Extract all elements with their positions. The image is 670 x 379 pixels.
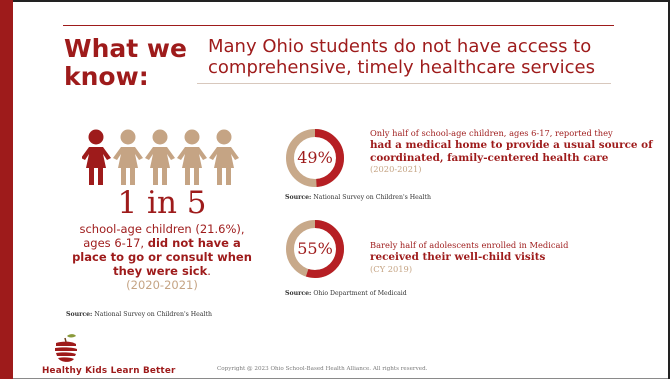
donut-chart-well-child: 55% (285, 219, 345, 279)
footer-tagline: Healthy Kids Learn Better (42, 366, 176, 376)
person-icon (177, 129, 207, 185)
left-accent-bar (0, 0, 13, 379)
big-stat-desc-bold: did not have a place to go or consult wh… (72, 236, 252, 278)
donut-arc (286, 129, 344, 187)
person-icon (209, 129, 239, 185)
donut-percent-label: 49% (297, 148, 333, 167)
donut-ring (286, 220, 344, 278)
donut-chart-medical-home: 49% (285, 128, 345, 188)
big-stat-desc-end: . (207, 264, 211, 278)
slide-top-edge (0, 0, 670, 2)
stat-emphasis: had a medical home to provide a usual so… (370, 139, 653, 164)
big-stat-figure: 1 in 5 (117, 185, 207, 221)
stat-emphasis: received their well-child visits (370, 251, 546, 263)
person-icon (113, 129, 143, 185)
person-icon (82, 129, 111, 185)
header-divider (197, 83, 611, 84)
donut-ring (286, 129, 344, 187)
stat-years: (2020-2021) (370, 164, 422, 174)
big-stat-description: school-age children (21.6%), ages 6-17, … (66, 222, 258, 292)
source-text: National Survey on Children's Health (313, 194, 431, 201)
headline-subtitle: Many Ohio students do not have access to… (208, 36, 595, 78)
apple-logo-icon (55, 334, 77, 362)
stat-lead: Barely half of adolescents enrolled in M… (370, 240, 569, 250)
source-label: Source: (285, 194, 312, 201)
left-source-text: National Survey on Children's Health (94, 311, 212, 318)
person-icon (145, 129, 175, 185)
donut-percent-label: 55% (297, 239, 333, 258)
source-medical-home: Source: National Survey on Children's He… (285, 194, 431, 201)
footer-copyright: Copyright @ 2023 Ohio School-Based Healt… (217, 366, 428, 372)
source-text: Ohio Department of Medicaid (313, 290, 407, 297)
header-top-rule (63, 25, 614, 26)
source-label: Source: (285, 290, 312, 297)
people-icons (82, 129, 239, 185)
donut-arc (286, 220, 344, 278)
slide-right-edge (668, 0, 670, 379)
stat-lead: Only half of school-age children, ages 6… (370, 128, 613, 138)
stat-text-well-child: Barely half of adolescents enrolled in M… (370, 240, 620, 275)
stat-years: (CY 2019) (370, 263, 413, 274)
left-source: Source: National Survey on Children's He… (66, 311, 212, 318)
big-stat-years: (2020-2021) (126, 278, 198, 292)
source-well-child: Source: Ohio Department of Medicaid (285, 290, 407, 297)
big-stat-desc-plain: school-age children (21.6%), ages 6-17, (79, 222, 245, 250)
stat-text-medical-home: Only half of school-age children, ages 6… (370, 128, 660, 175)
section-title: What we know: (64, 34, 187, 91)
left-source-label: Source: (66, 311, 93, 318)
